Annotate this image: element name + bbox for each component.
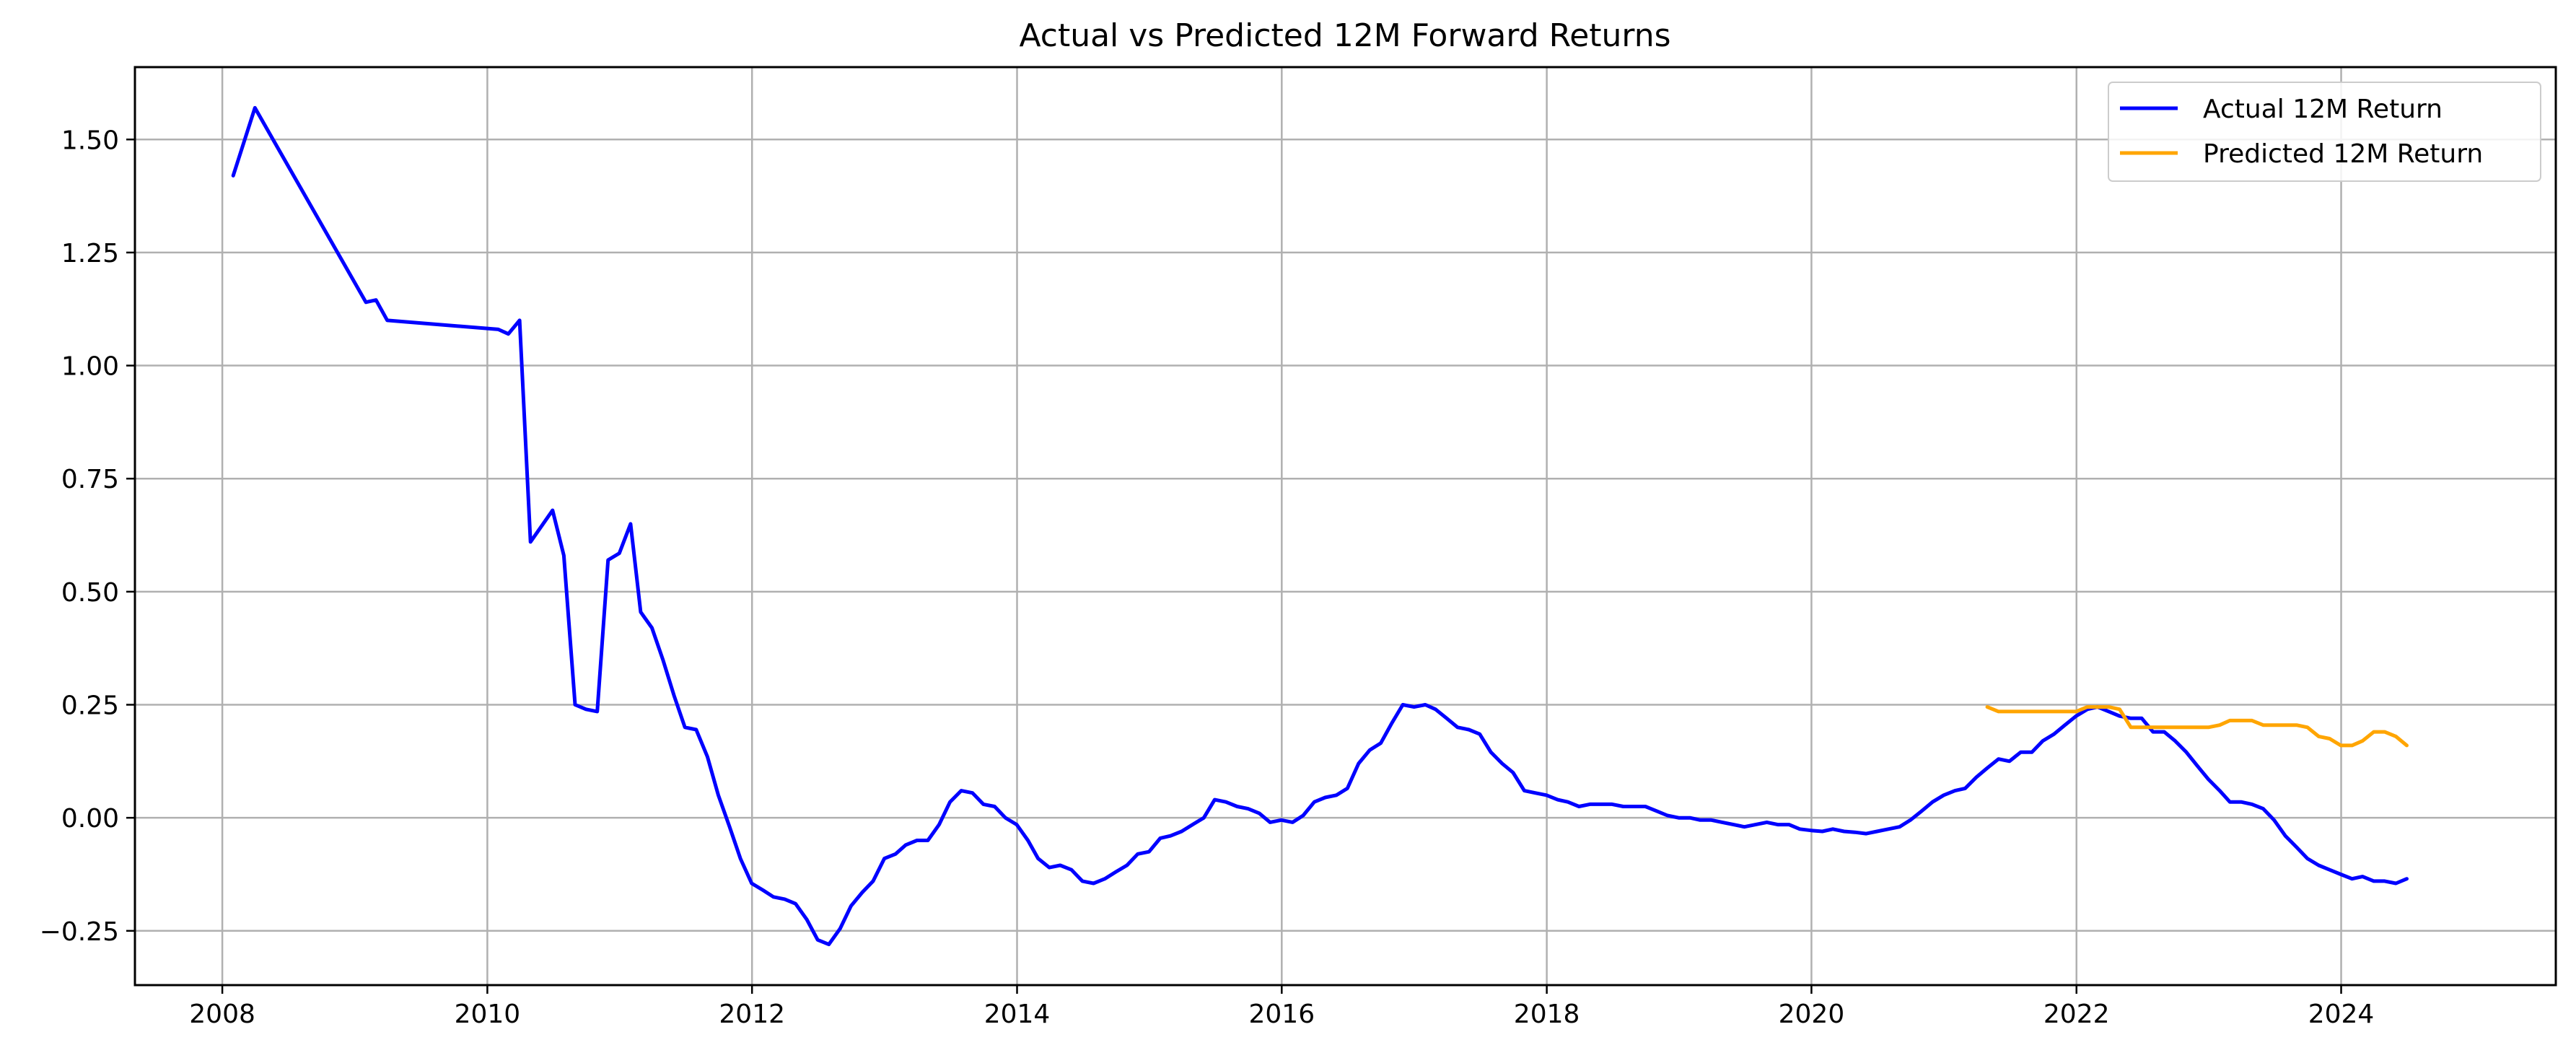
y-tick-label: 1.00	[61, 352, 119, 382]
y-tick-label: 0.50	[61, 578, 119, 608]
x-tick-label: 2016	[1249, 1000, 1315, 1029]
y-tick-label: 1.50	[61, 126, 119, 155]
x-tick-label: 2018	[1514, 1000, 1580, 1029]
y-tick-label: −0.25	[40, 917, 119, 947]
x-tick-label: 2014	[984, 1000, 1051, 1029]
legend-label-predicted: Predicted 12M Return	[2203, 139, 2483, 169]
legend-frame	[2108, 82, 2541, 182]
legend: Actual 12M Return Predicted 12M Return	[2108, 82, 2541, 182]
x-tick-label: 2020	[1779, 1000, 1845, 1029]
x-tick-label: 2012	[719, 1000, 785, 1029]
series-line-actual	[231, 105, 2409, 947]
legend-label-actual: Actual 12M Return	[2203, 95, 2443, 124]
axis-ticks: 2008 2010 2012 2014 2016 2018 2020 2022 2024 −0.2…	[40, 126, 2375, 1029]
plot-series	[231, 105, 2409, 947]
series-line-predicted	[1985, 705, 2409, 748]
y-tick-label: 0.00	[61, 804, 119, 834]
chart-title: Actual vs Predicted 12M Forward Returns	[1019, 17, 1670, 54]
plot-area-frame	[133, 66, 2557, 987]
x-tick-label: 2022	[2043, 1000, 2110, 1029]
x-tick-label: 2024	[2308, 1000, 2375, 1029]
x-tick-label: 2008	[189, 1000, 255, 1029]
x-tick-label: 2010	[455, 1000, 521, 1029]
grid-lines	[135, 67, 2556, 985]
y-tick-label: 1.25	[61, 239, 119, 268]
y-tick-label: 0.25	[61, 691, 119, 721]
y-tick-label: 0.75	[61, 465, 119, 494]
